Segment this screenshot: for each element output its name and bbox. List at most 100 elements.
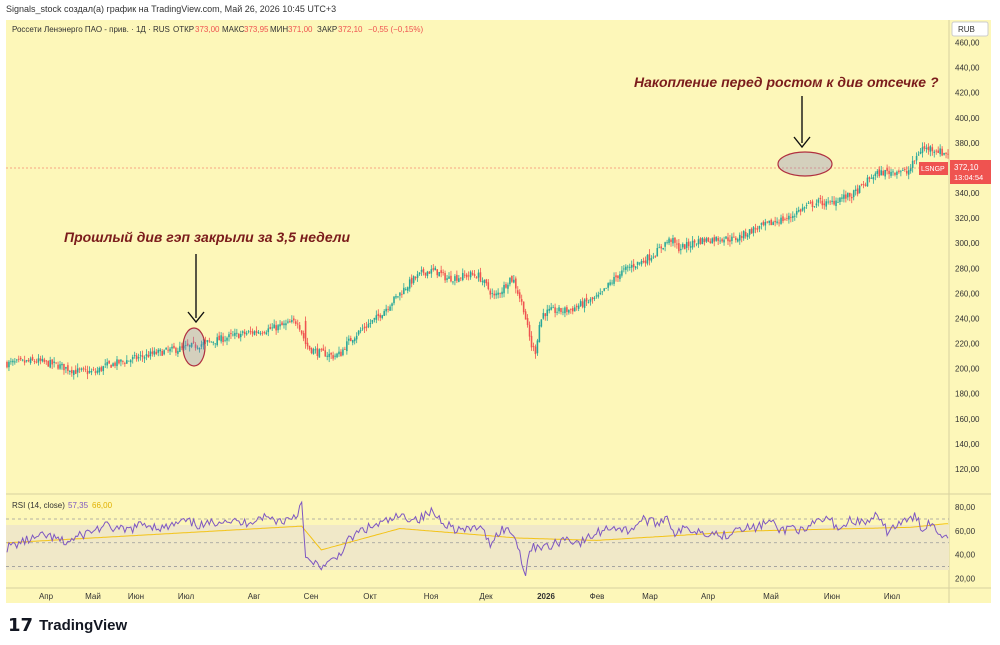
candle-body bbox=[196, 347, 199, 349]
candle-body bbox=[324, 350, 327, 357]
rsi-tick-label: 60,00 bbox=[955, 527, 976, 536]
candle-body bbox=[854, 189, 857, 191]
candle-body bbox=[475, 277, 478, 279]
candle-body bbox=[228, 334, 230, 338]
candle-body bbox=[874, 173, 877, 177]
candle-body bbox=[29, 358, 32, 363]
candle-body bbox=[907, 170, 910, 175]
candle-body bbox=[790, 216, 792, 218]
candle-body bbox=[621, 270, 623, 276]
candle-body bbox=[664, 242, 666, 247]
candle-body bbox=[630, 265, 633, 268]
candle-body bbox=[116, 359, 118, 367]
price-tick-label: 200,00 bbox=[955, 365, 980, 374]
candle-body bbox=[556, 311, 558, 313]
candle-body bbox=[937, 150, 939, 153]
candle-body bbox=[118, 359, 120, 364]
candle-body bbox=[41, 358, 44, 362]
candle-body bbox=[357, 330, 360, 335]
candle-body bbox=[92, 369, 95, 371]
candle-body bbox=[133, 355, 136, 356]
candle-body bbox=[888, 170, 890, 175]
candle-body bbox=[579, 301, 582, 306]
candle-body bbox=[845, 194, 847, 199]
candle-body bbox=[731, 236, 733, 242]
candle-body bbox=[63, 363, 65, 371]
candle-body bbox=[894, 172, 896, 175]
candle-body bbox=[222, 336, 224, 343]
price-tick-label: 440,00 bbox=[955, 64, 980, 73]
candle-body bbox=[786, 217, 788, 219]
candle-body bbox=[689, 246, 692, 248]
candle-body bbox=[495, 293, 497, 296]
candle-body bbox=[80, 368, 83, 370]
time-tick-label: Авг bbox=[248, 592, 261, 601]
candle-body bbox=[304, 320, 307, 345]
chart-attribution: Signals_stock создал(а) график на Tradin… bbox=[6, 4, 337, 14]
candle-body bbox=[628, 266, 631, 268]
price-axis[interactable]: 120,00 140,00 160,00 180,00 200,00 220,00 240,… bbox=[955, 39, 980, 474]
candle-body bbox=[90, 371, 93, 373]
candle-body bbox=[78, 368, 81, 370]
candle-body bbox=[259, 333, 262, 335]
time-tick-label: Апр bbox=[39, 592, 54, 601]
candle-body bbox=[359, 330, 362, 332]
candle-body bbox=[505, 284, 507, 288]
candle-body bbox=[57, 364, 59, 369]
candle-body bbox=[181, 346, 183, 348]
candle-body bbox=[444, 272, 446, 281]
candle-body bbox=[363, 326, 366, 329]
candle-body bbox=[676, 243, 678, 245]
rsi-axis[interactable]: 20,00 40,00 60,00 80,00 bbox=[6, 503, 976, 583]
rsi-ma-line bbox=[6, 523, 948, 551]
candle-body bbox=[943, 152, 945, 155]
time-axis[interactable]: Апр Май Июн Июл Авг Сен Окт Ноя Дек 2026 Фев Мар Апр… bbox=[39, 592, 901, 601]
candle-body bbox=[353, 338, 356, 342]
candle-body bbox=[939, 148, 941, 155]
candle-body bbox=[915, 156, 918, 161]
candle-body bbox=[687, 241, 690, 247]
candle-body bbox=[177, 350, 179, 354]
candle-body bbox=[416, 274, 419, 278]
candle-body bbox=[522, 301, 525, 313]
candle-body bbox=[37, 358, 40, 363]
currency-badge[interactable] bbox=[951, 21, 989, 37]
price-tick-label: 340,00 bbox=[955, 189, 980, 198]
candle-body bbox=[153, 350, 156, 355]
candle-body bbox=[503, 284, 505, 294]
candle-body bbox=[837, 202, 839, 203]
candle-body bbox=[10, 361, 12, 363]
candle-body bbox=[923, 146, 926, 149]
candle-body bbox=[501, 291, 503, 295]
candle-body bbox=[43, 359, 46, 362]
candle-body bbox=[746, 234, 749, 238]
candle-body bbox=[666, 242, 668, 244]
candle-body bbox=[670, 239, 672, 242]
tradingview-logo[interactable]: 17 TradingView bbox=[8, 615, 127, 636]
candle-body bbox=[351, 340, 354, 343]
candle-body bbox=[717, 238, 719, 241]
candle-body bbox=[911, 160, 914, 169]
candle-body bbox=[285, 323, 287, 326]
candle-body bbox=[202, 342, 205, 345]
candle-body bbox=[428, 271, 431, 274]
candle-body bbox=[412, 276, 415, 283]
candle-body bbox=[17, 358, 20, 360]
price-tick-label: 260,00 bbox=[955, 289, 980, 298]
price-tick-label: 300,00 bbox=[955, 239, 980, 248]
candle-body bbox=[186, 343, 189, 346]
candle-body bbox=[699, 238, 702, 244]
candle-body bbox=[799, 209, 802, 212]
candle-body bbox=[173, 345, 175, 349]
candle-body bbox=[316, 348, 319, 356]
candle-body bbox=[646, 255, 649, 264]
candle-body bbox=[322, 348, 325, 351]
candle-body bbox=[406, 287, 409, 291]
candle-body bbox=[660, 246, 662, 249]
candle-body bbox=[332, 355, 334, 359]
candle-body bbox=[391, 303, 393, 306]
candle-body bbox=[905, 170, 908, 174]
candle-body bbox=[410, 277, 413, 284]
candle-body bbox=[852, 190, 855, 198]
